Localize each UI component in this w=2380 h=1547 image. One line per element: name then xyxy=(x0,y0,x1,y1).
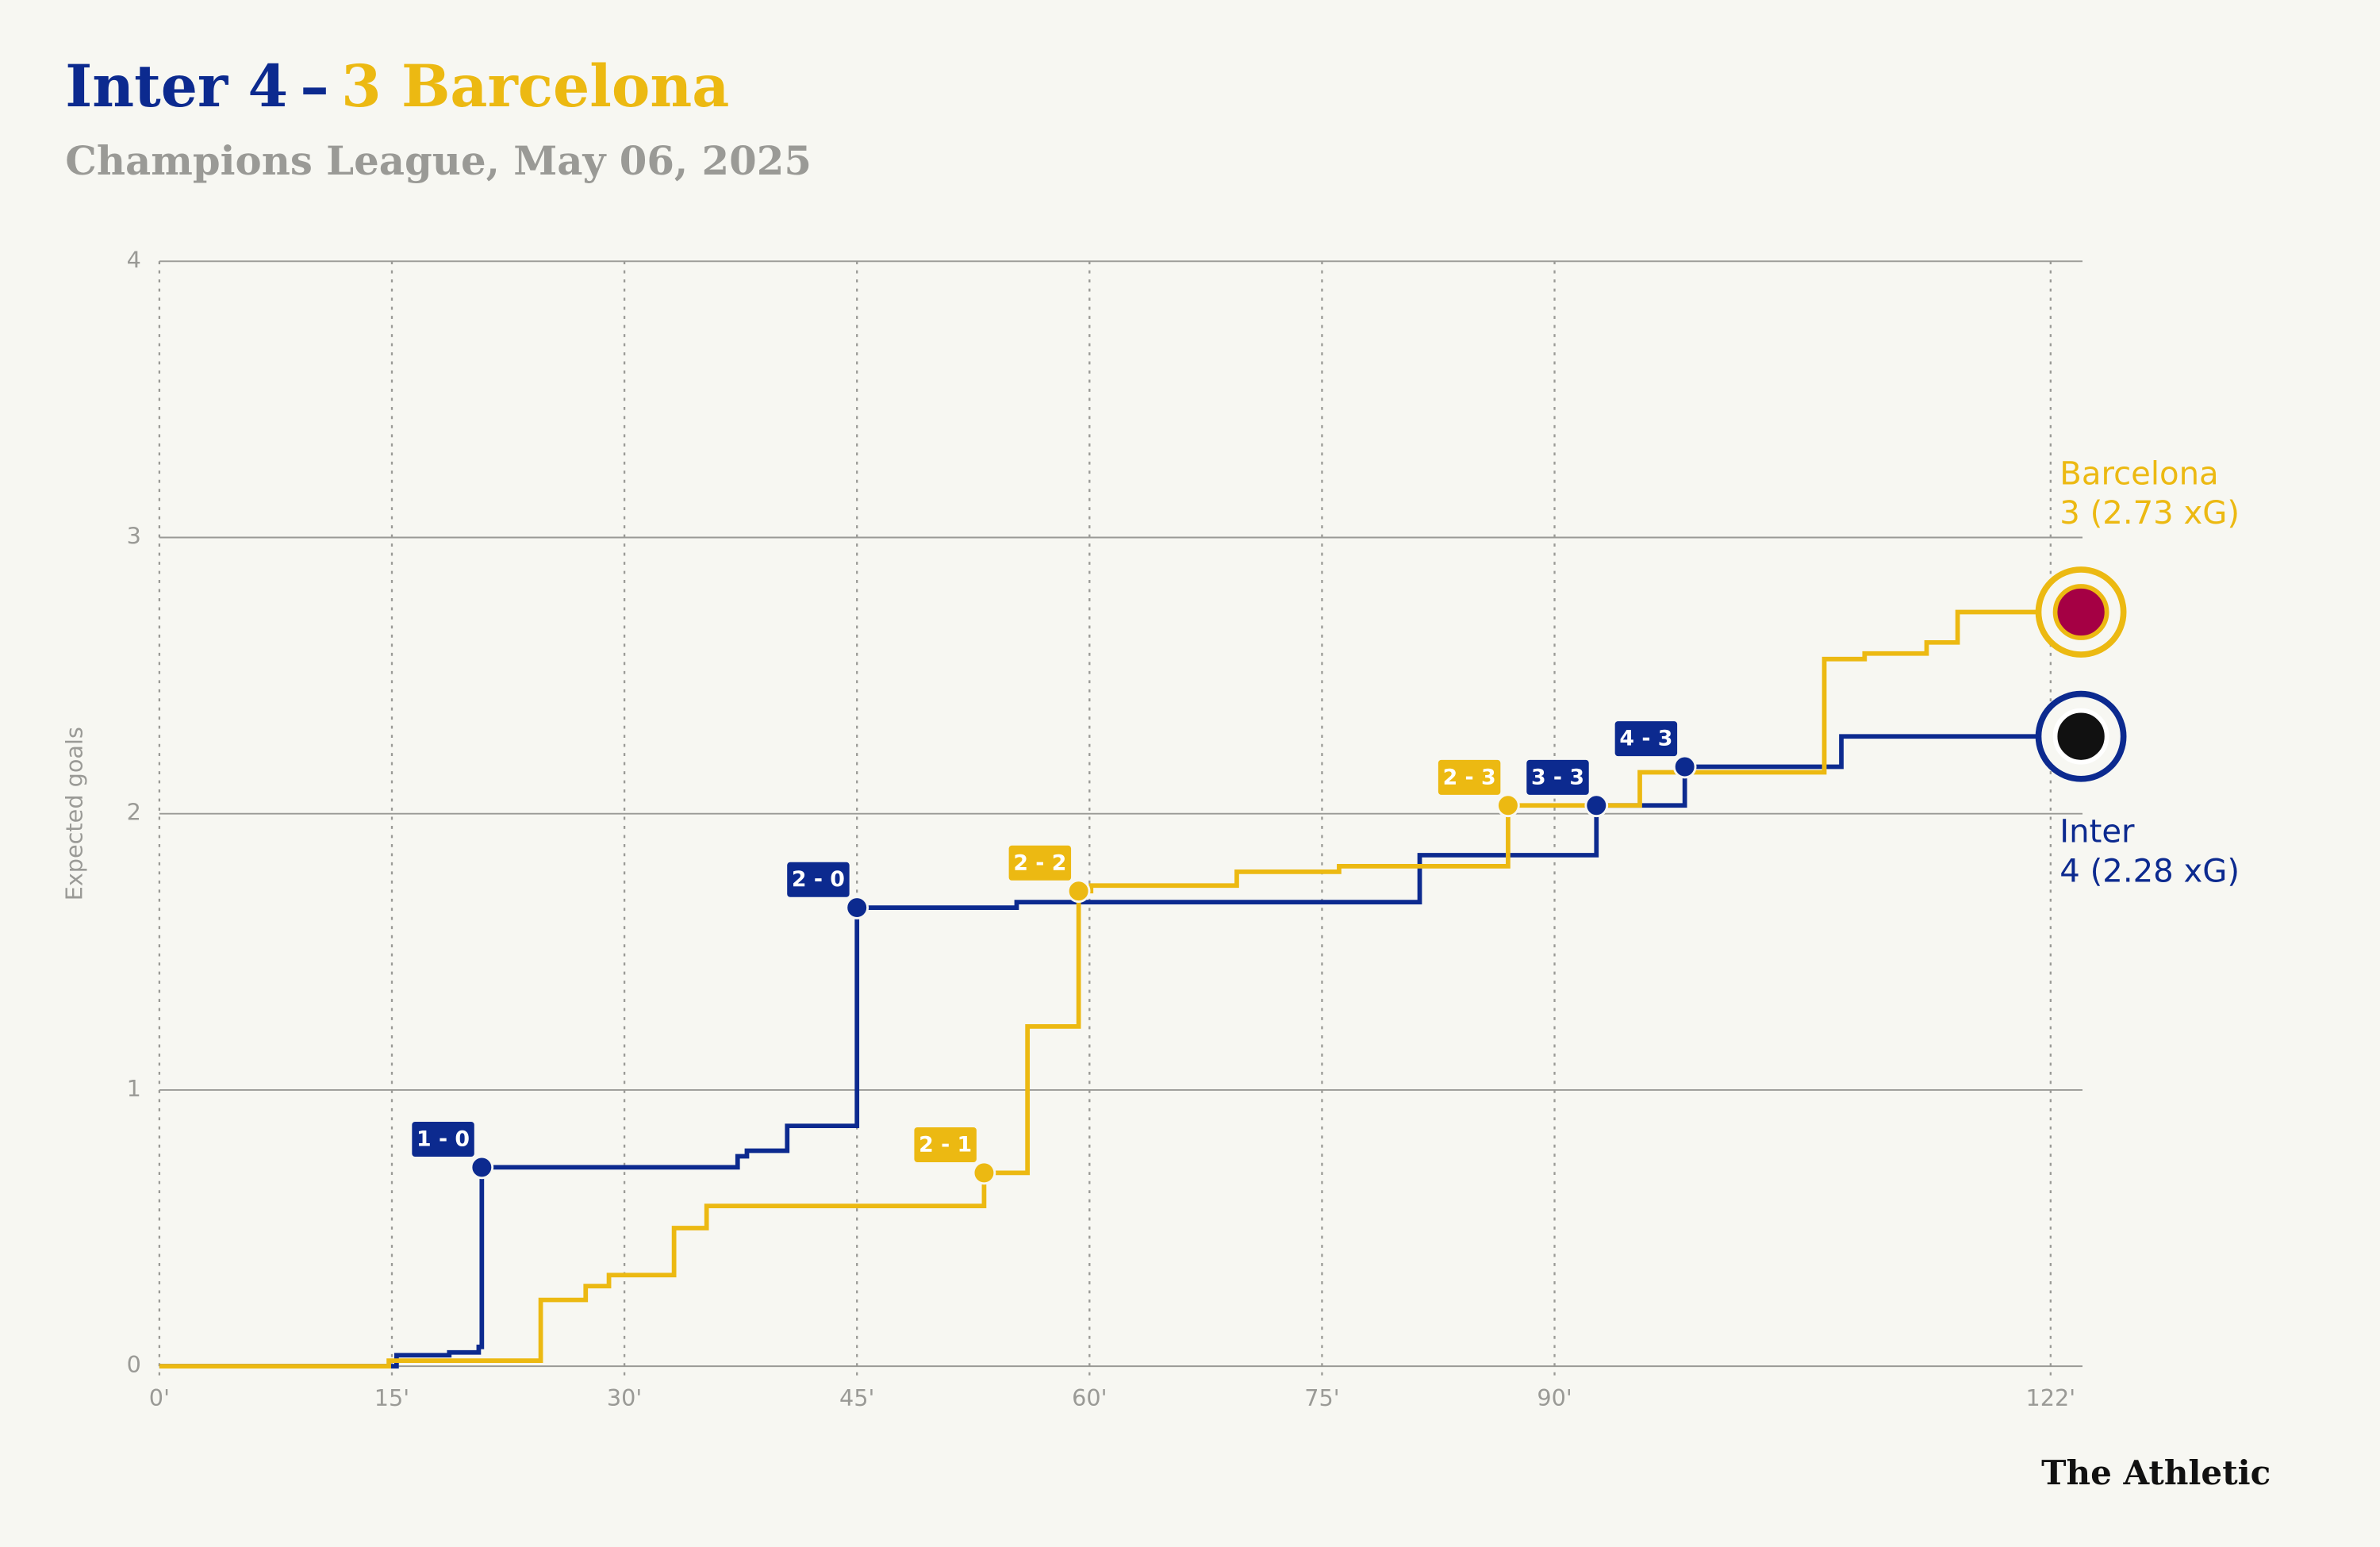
source: The Athletic xyxy=(2041,1453,2271,1492)
goal-label: 3 - 3 xyxy=(1531,765,1584,789)
goal-marker xyxy=(845,896,869,919)
chart-title: Inter 4–3 Barcelona xyxy=(65,53,729,121)
goal-label-box xyxy=(412,1122,474,1157)
goal-label: 2 - 2 xyxy=(1013,850,1066,875)
goal-marker xyxy=(470,1155,494,1180)
end-label-name: Barcelona xyxy=(2059,455,2218,492)
x-tick-label: 90' xyxy=(1537,1384,1572,1411)
end-label-summary: 4 (2.28 xG) xyxy=(2059,853,2240,889)
end-label-name: Inter xyxy=(2059,814,2135,850)
x-tick-label: 75' xyxy=(1304,1384,1339,1411)
subtitle: Champions League, May 06, 2025 xyxy=(65,137,812,184)
goal-label-box xyxy=(1614,721,1678,757)
team-badge-inner xyxy=(2052,708,2109,765)
goal-marker xyxy=(1066,879,1091,904)
goal-marker xyxy=(1584,793,1609,818)
goal-label-box xyxy=(787,862,850,897)
plot: 0 1 2 3 4 0' 15' 30' 45' 60' 75' 90' 122' 1 - 0 2 - 0 2… xyxy=(127,246,2240,1411)
x-tick-label: 45' xyxy=(839,1384,874,1411)
goal-marker xyxy=(972,1161,996,1185)
goal-label-box xyxy=(914,1127,977,1162)
y-tick-label: 4 xyxy=(127,246,141,273)
goal-label-box xyxy=(1438,759,1501,795)
x-tick-label: 30' xyxy=(607,1384,642,1411)
y-tick-label: 0 xyxy=(127,1351,141,1378)
y-tick-label: 1 xyxy=(127,1075,141,1102)
x-tick-label: 122' xyxy=(2025,1384,2075,1411)
goal-label: 2 - 1 xyxy=(919,1132,972,1157)
y-axis-label: Expected goals xyxy=(61,727,88,900)
goal-label: 4 - 3 xyxy=(1619,727,1672,751)
goal-marker xyxy=(1672,754,1697,779)
goal-label-box xyxy=(1526,759,1589,795)
goal-label: 2 - 3 xyxy=(1443,765,1496,789)
team-badge-inner xyxy=(2052,584,2109,640)
y-tick-label: 2 xyxy=(127,799,141,826)
goal-marker xyxy=(1496,793,1520,818)
end-label-summary: 3 (2.73 xG) xyxy=(2059,495,2240,532)
x-tick-label: 0' xyxy=(149,1384,170,1411)
x-tick-label: 15' xyxy=(374,1384,409,1411)
goal-label: 1 - 0 xyxy=(416,1127,470,1151)
goal-label-box xyxy=(1008,845,1072,881)
goal-label: 2 - 0 xyxy=(792,867,845,892)
y-tick-label: 3 xyxy=(127,522,141,549)
x-tick-label: 60' xyxy=(1072,1384,1107,1411)
